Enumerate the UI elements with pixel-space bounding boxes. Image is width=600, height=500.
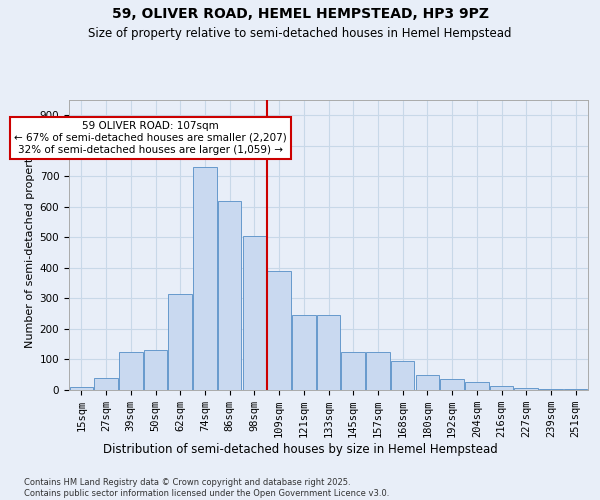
Text: 59, OLIVER ROAD, HEMEL HEMPSTEAD, HP3 9PZ: 59, OLIVER ROAD, HEMEL HEMPSTEAD, HP3 9P… [112,8,488,22]
Bar [341,352,365,390]
Bar [440,380,464,390]
Bar [94,378,118,390]
Text: Contains HM Land Registry data © Crown copyright and database right 2025.
Contai: Contains HM Land Registry data © Crown c… [24,478,389,498]
Bar [317,315,340,390]
Bar [193,167,217,390]
Bar [391,361,415,390]
Bar [218,200,241,390]
Bar [144,350,167,390]
Bar [70,387,93,390]
Bar [242,236,266,390]
Y-axis label: Number of semi-detached properties: Number of semi-detached properties [25,142,35,348]
Text: Size of property relative to semi-detached houses in Hemel Hempstead: Size of property relative to semi-detach… [88,28,512,40]
Text: Distribution of semi-detached houses by size in Hemel Hempstead: Distribution of semi-detached houses by … [103,442,497,456]
Bar [292,315,316,390]
Bar [490,386,513,390]
Bar [169,294,192,390]
Bar [366,352,389,390]
Bar [514,388,538,390]
Text: 59 OLIVER ROAD: 107sqm
← 67% of semi-detached houses are smaller (2,207)
32% of : 59 OLIVER ROAD: 107sqm ← 67% of semi-det… [14,122,287,154]
Bar [119,352,143,390]
Bar [465,382,488,390]
Bar [268,271,291,390]
Bar [416,374,439,390]
